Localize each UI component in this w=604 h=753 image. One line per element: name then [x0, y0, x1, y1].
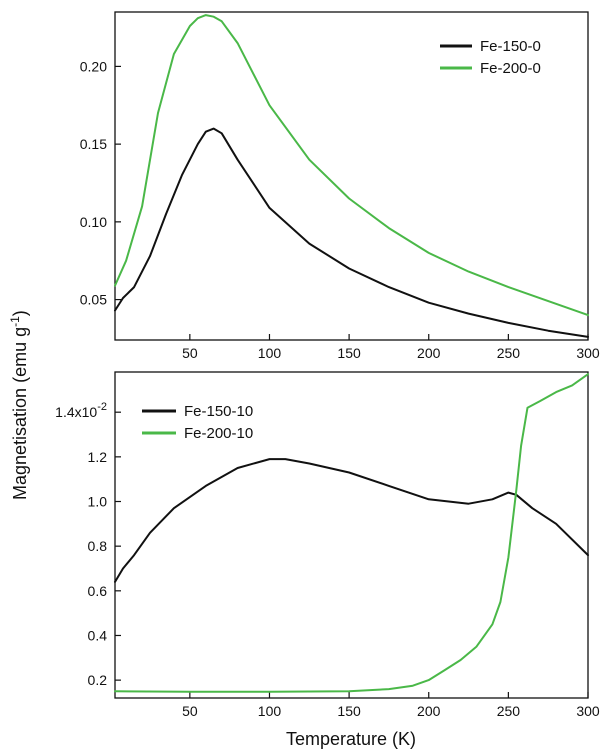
top-y-tick-label: 0.20: [80, 58, 107, 74]
series-line-fe-200-0: [114, 14, 589, 317]
legend-label-fe-200-0: Fe-200-0: [480, 60, 541, 77]
top-legend: Fe-150-0 Fe-200-0: [440, 38, 541, 77]
bottom-x-tick-label: 50: [182, 703, 198, 719]
bottom-y-tick-label: 1.0: [88, 494, 108, 510]
legend-label-fe-200-10: Fe-200-10: [184, 425, 253, 442]
bottom-y-tick-label: 0.4: [88, 627, 108, 643]
top-x-tick-label: 100: [258, 345, 282, 361]
legend-label-fe-150-10: Fe-150-10: [184, 403, 253, 420]
legend-label-fe-150-0: Fe-150-0: [480, 38, 541, 55]
bottom-y-tick-label: 0.8: [88, 538, 108, 554]
bottom-panel: 50 100 150 200 250 300 0.2 0.4 0.6 0.8 1.0 1.2 1.4x1…: [55, 373, 600, 719]
series-line-fe-200-10: [114, 373, 589, 693]
bottom-y-tick-label: 0.2: [88, 672, 108, 688]
top-panel-frame: [114, 11, 589, 341]
series-line-fe-150-0: [114, 127, 589, 338]
bottom-x-tick-label: 150: [337, 703, 361, 719]
top-panel: 50 100 150 200 250 300 0.05 0.10 0.15 0.20: [80, 14, 600, 361]
top-x-tick-label: 50: [182, 345, 198, 361]
bottom-legend: Fe-150-10 Fe-200-10: [142, 403, 253, 442]
bottom-x-tick-label: 250: [497, 703, 521, 719]
bottom-y-tick-label: 1.2: [88, 449, 108, 465]
bottom-panel-frame: [114, 371, 589, 699]
top-y-tick-label: 0.05: [80, 292, 107, 308]
top-y-tick-label: 0.15: [80, 136, 107, 152]
bottom-x-tick-label: 100: [258, 703, 282, 719]
bottom-x-tick-label: 200: [417, 703, 441, 719]
bottom-x-tick-label: 300: [576, 703, 600, 719]
bottom-y-tick-label: 0.6: [88, 583, 108, 599]
y-axis-label: Magnetisation (emu g-1): [8, 310, 30, 500]
top-x-tick-label: 250: [497, 345, 521, 361]
x-axis-label: Temperature (K): [286, 729, 416, 749]
top-x-tick-label: 150: [337, 345, 361, 361]
top-y-tick-label: 0.10: [80, 214, 107, 230]
top-x-tick-label: 200: [417, 345, 441, 361]
top-x-tick-label: 300: [576, 345, 600, 361]
bottom-y-tick-label-scaled: 1.4x10-2: [55, 401, 107, 420]
